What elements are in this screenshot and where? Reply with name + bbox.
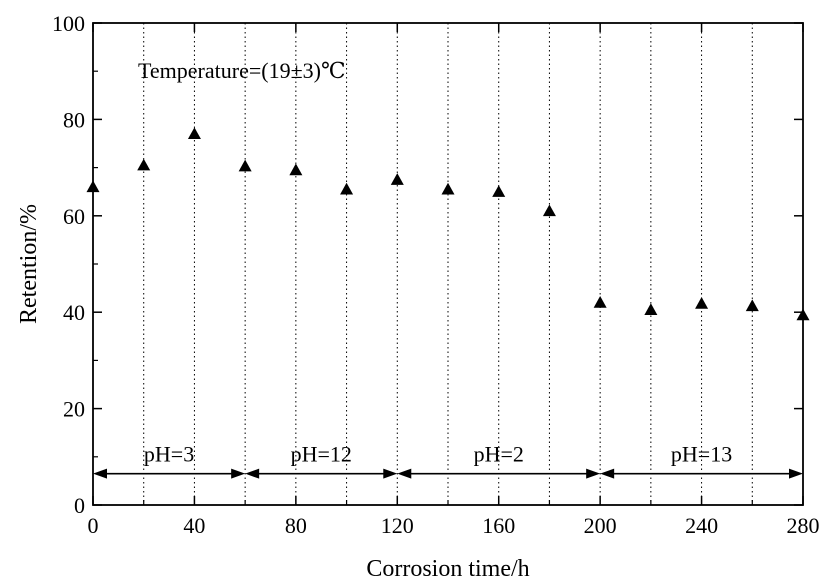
data-point bbox=[137, 158, 151, 171]
data-point bbox=[542, 204, 556, 217]
y-tick-label: 80 bbox=[63, 107, 85, 132]
interval-label: pH=2 bbox=[474, 442, 524, 467]
x-tick-label: 80 bbox=[285, 513, 307, 538]
y-tick-label: 100 bbox=[52, 11, 85, 36]
interval-arrowhead-left bbox=[397, 468, 412, 479]
data-points bbox=[86, 127, 810, 321]
interval-arrowhead-right bbox=[231, 468, 246, 479]
data-point bbox=[289, 163, 303, 176]
interval-label: pH=3 bbox=[144, 442, 194, 467]
data-point bbox=[340, 182, 354, 195]
x-tick-label: 240 bbox=[685, 513, 718, 538]
x-tick-label: 200 bbox=[584, 513, 617, 538]
data-point bbox=[695, 297, 709, 309]
data-point bbox=[187, 127, 201, 140]
data-point bbox=[745, 299, 759, 312]
interval-label: pH=12 bbox=[291, 442, 352, 467]
grid bbox=[143, 23, 753, 505]
x-tick-label: 120 bbox=[381, 513, 414, 538]
x-tick-label: 0 bbox=[88, 513, 99, 538]
interval-arrowhead-left bbox=[245, 468, 260, 479]
temperature-annotation: Temperature=(19±3)℃ bbox=[138, 58, 346, 83]
ticks: 0 40 80 120 160 200 240 280 0 20 40 60 80 100 bbox=[52, 11, 820, 538]
data-point bbox=[390, 173, 404, 185]
y-tick-label: 60 bbox=[63, 204, 85, 229]
y-tick-label: 40 bbox=[63, 300, 85, 325]
ph-intervals: pH=3 pH=12 pH=2 pH=13 bbox=[93, 442, 803, 479]
interval-arrowhead-left bbox=[93, 468, 107, 479]
interval-arrowhead-left bbox=[600, 468, 615, 479]
data-point bbox=[238, 159, 252, 172]
interval-arrowhead-right bbox=[383, 468, 398, 479]
data-point bbox=[644, 303, 658, 315]
interval-arrowhead-right bbox=[586, 468, 601, 479]
data-point bbox=[593, 296, 607, 308]
x-tick-label: 160 bbox=[482, 513, 515, 538]
y-axis-title: Retention/% bbox=[16, 204, 42, 324]
interval-arrowhead-right bbox=[789, 468, 803, 479]
x-tick-label: 40 bbox=[183, 513, 205, 538]
y-tick-label: 0 bbox=[74, 493, 85, 518]
y-tick-label: 20 bbox=[63, 397, 85, 422]
x-axis-title: Corrosion time/h bbox=[366, 556, 529, 582]
x-tick-label: 280 bbox=[787, 513, 820, 538]
interval-label: pH=13 bbox=[671, 442, 732, 467]
data-point bbox=[441, 182, 455, 195]
data-point bbox=[492, 185, 506, 197]
